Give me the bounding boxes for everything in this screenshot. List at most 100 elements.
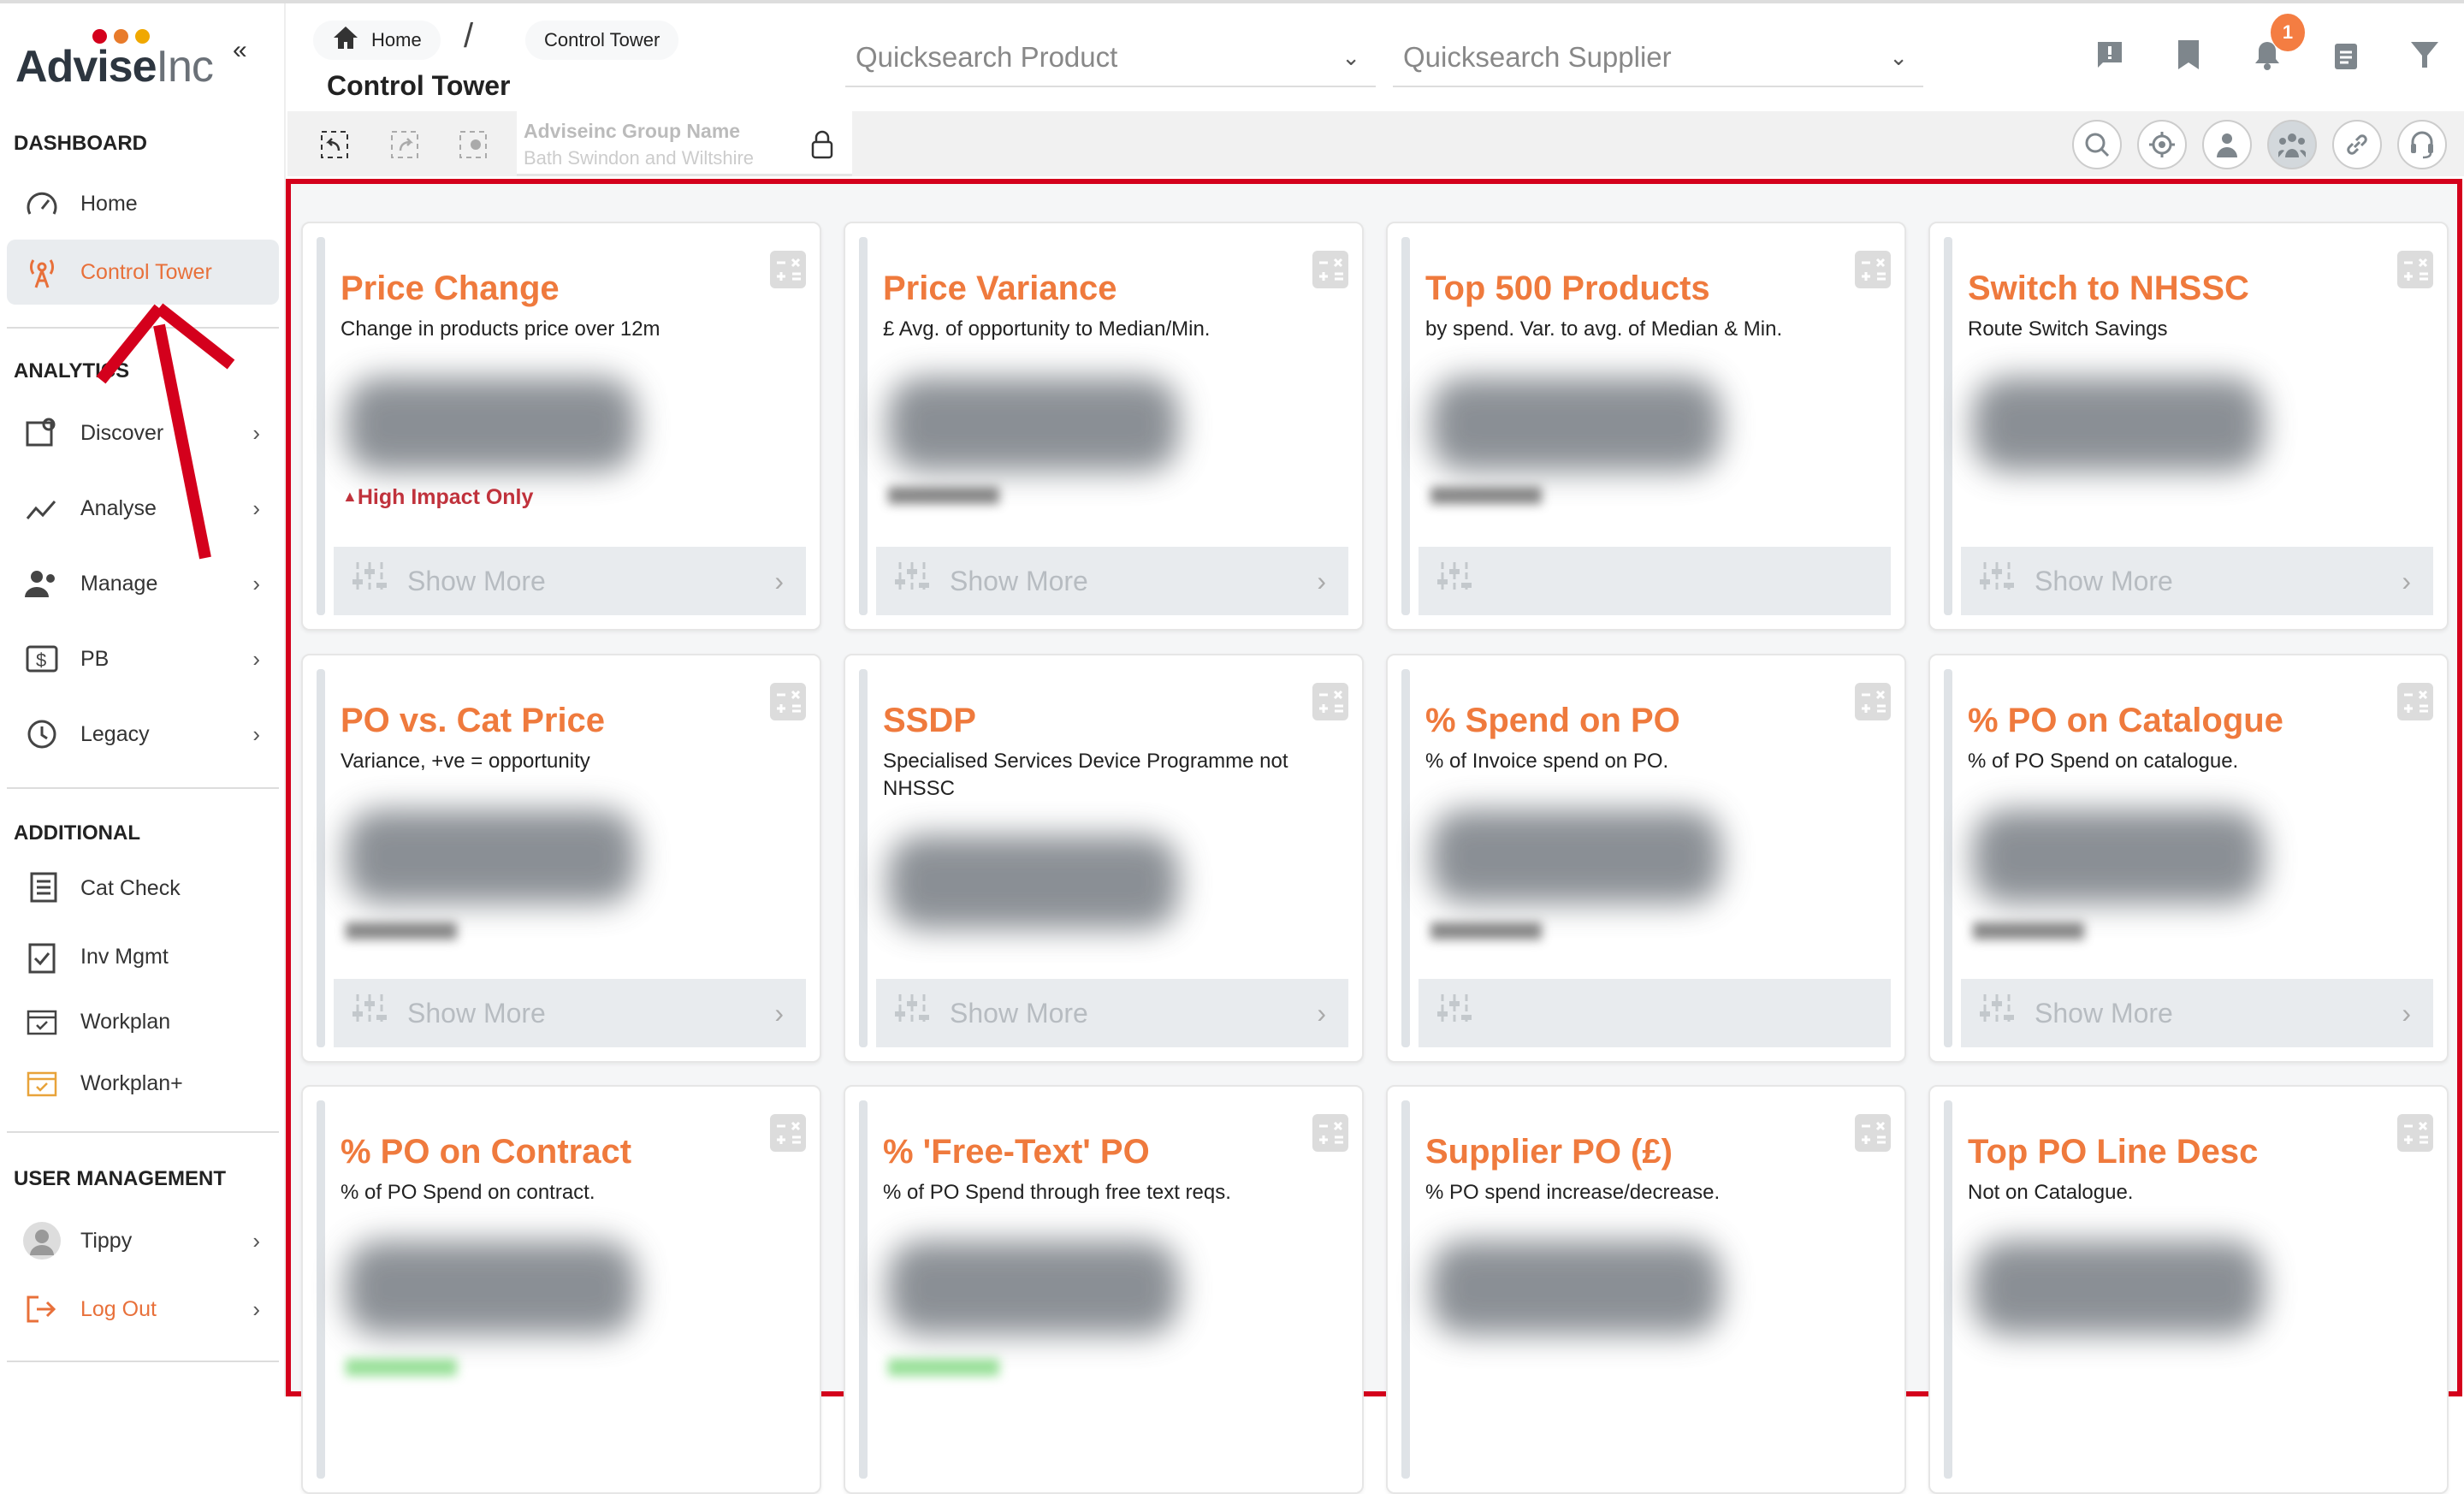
- sidebar-item-analyse[interactable]: Analyse ›: [7, 476, 279, 541]
- show-more-button[interactable]: Show More ›: [334, 547, 806, 615]
- sidebar-item-workplan-plus[interactable]: Workplan+: [7, 1051, 279, 1116]
- locate-icon[interactable]: [2137, 120, 2187, 169]
- card-accent-bar: [1401, 237, 1410, 615]
- team-icon[interactable]: [2267, 120, 2317, 169]
- show-more-button[interactable]: Show More ›: [1961, 979, 2433, 1047]
- high-impact-filter[interactable]: ▲High Impact Only: [342, 485, 533, 510]
- card-accent-bar: [859, 1100, 868, 1479]
- show-more-button[interactable]: Show More ›: [876, 547, 1348, 615]
- clipboard-check-icon: [22, 940, 62, 974]
- sidebar-item-logout[interactable]: Log Out ›: [7, 1277, 279, 1342]
- show-more-button[interactable]: [1419, 547, 1891, 615]
- calculator-icon[interactable]: [1312, 251, 1348, 288]
- kpi-card[interactable]: Price Change Change in products price ov…: [301, 222, 821, 631]
- card-subtitle: % of PO Spend through free text reqs.: [883, 1181, 1231, 1204]
- clear-icon[interactable]: [459, 130, 488, 163]
- user-icon[interactable]: [2202, 120, 2252, 169]
- kpi-card[interactable]: % PO on Contract % of PO Spend on contra…: [301, 1085, 821, 1494]
- quicksearch-product-placeholder: Quicksearch Product: [856, 41, 1118, 73]
- filter-icon[interactable]: [2406, 36, 2443, 74]
- headset-icon[interactable]: [2397, 120, 2447, 169]
- calculator-icon[interactable]: [770, 1114, 806, 1152]
- broadcast-tower-icon: [22, 255, 62, 289]
- card-value-redacted: [1973, 377, 2264, 471]
- sliders-icon: [1436, 993, 1473, 1034]
- show-more-button[interactable]: Show More ›: [876, 979, 1348, 1047]
- sidebar-item-legacy[interactable]: Legacy ›: [7, 702, 279, 767]
- breadcrumb-label: Home: [371, 29, 422, 50]
- sliders-icon: [351, 560, 388, 602]
- kpi-card[interactable]: Top PO Line Desc Not on Catalogue.: [1928, 1085, 2449, 1494]
- calculator-icon[interactable]: [2397, 251, 2433, 288]
- kpi-card[interactable]: Supplier PO (£) % PO spend increase/decr…: [1386, 1085, 1906, 1494]
- divider: [7, 1361, 279, 1362]
- sidebar-item-manage[interactable]: Manage ›: [7, 551, 279, 616]
- link-icon[interactable]: [2332, 120, 2382, 169]
- card-value-redacted: [888, 377, 1179, 471]
- card-secondary-redacted: [346, 1359, 457, 1376]
- show-more-button[interactable]: Show More ›: [334, 979, 806, 1047]
- bell-icon[interactable]: [2248, 36, 2286, 74]
- sidebar-item-label: Inv Mgmt: [80, 944, 169, 969]
- kpi-card[interactable]: Top 500 Products by spend. Var. to avg. …: [1386, 222, 1906, 631]
- calculator-icon[interactable]: [770, 683, 806, 720]
- kpi-card[interactable]: % PO on Catalogue % of PO Spend on catal…: [1928, 654, 2449, 1063]
- sidebar-item-label: Home: [80, 191, 138, 216]
- kpi-card[interactable]: SSDP Specialised Services Device Program…: [844, 654, 1364, 1063]
- calculator-icon[interactable]: [1855, 683, 1891, 720]
- sidebar-item-control-tower[interactable]: Control Tower: [7, 240, 279, 305]
- redo-icon[interactable]: [390, 130, 419, 163]
- quicksearch-supplier-select[interactable]: Quicksearch Supplier ⌄: [1393, 29, 1923, 87]
- kpi-card[interactable]: PO vs. Cat Price Variance, +ve = opportu…: [301, 654, 821, 1063]
- feedback-icon[interactable]: [2091, 36, 2129, 74]
- sidebar-item-pb[interactable]: $ PB ›: [7, 626, 279, 691]
- card-accent-bar: [859, 237, 868, 615]
- show-more-label: Show More: [407, 997, 546, 1029]
- card-subtitle: % of PO Spend on catalogue.: [1968, 750, 2239, 773]
- breadcrumb-control-tower[interactable]: Control Tower: [525, 21, 679, 60]
- bookmark-icon[interactable]: [2170, 36, 2207, 74]
- kpi-card[interactable]: Switch to NHSSC Route Switch Savings Sho…: [1928, 222, 2449, 631]
- calculator-icon[interactable]: [2397, 683, 2433, 720]
- card-subtitle: Not on Catalogue.: [1968, 1181, 2134, 1204]
- card-subtitle: % PO spend increase/decrease.: [1425, 1181, 1721, 1204]
- calculator-icon[interactable]: [1855, 1114, 1891, 1152]
- kpi-card[interactable]: % 'Free-Text' PO % of PO Spend through f…: [844, 1085, 1364, 1494]
- card-title: Price Change: [341, 270, 560, 307]
- show-more-button[interactable]: Show More ›: [1961, 547, 2433, 615]
- sidebar-item-user[interactable]: Tippy ›: [7, 1208, 279, 1273]
- search-icon[interactable]: [2072, 120, 2122, 169]
- sidebar-item-label: Tippy: [80, 1228, 133, 1253]
- sidebar-item-cat-check[interactable]: Cat Check: [7, 856, 279, 921]
- card-title: % PO on Contract: [341, 1133, 632, 1171]
- calculator-icon[interactable]: [2397, 1114, 2433, 1152]
- calculator-icon[interactable]: [770, 251, 806, 288]
- calculator-icon[interactable]: [1855, 251, 1891, 288]
- lock-icon[interactable]: [811, 130, 833, 163]
- sidebar-item-workplan[interactable]: Workplan: [7, 989, 279, 1054]
- breadcrumb-home[interactable]: Home: [313, 21, 441, 60]
- sidebar-item-discover[interactable]: Discover ›: [7, 400, 279, 465]
- card-secondary-redacted: [1973, 922, 2084, 940]
- clipboard-icon[interactable]: [2327, 36, 2365, 74]
- kpi-card[interactable]: % Spend on PO % of Invoice spend on PO.: [1386, 654, 1906, 1063]
- calculator-icon[interactable]: [1312, 1114, 1348, 1152]
- quicksearch-product-select[interactable]: Quicksearch Product ⌄: [845, 29, 1376, 87]
- show-more-label: Show More: [407, 565, 546, 596]
- collapse-sidebar-icon[interactable]: «: [233, 36, 247, 64]
- show-more-button[interactable]: [1419, 979, 1891, 1047]
- calculator-icon[interactable]: [1312, 683, 1348, 720]
- card-title: % Spend on PO: [1425, 702, 1680, 739]
- trend-icon: [22, 491, 62, 525]
- sidebar-item-inv-mgmt[interactable]: Inv Mgmt: [7, 924, 279, 989]
- card-secondary-redacted: [1430, 922, 1542, 940]
- group-selector[interactable]: Adviseinc Group Name Bath Swindon and Wi…: [517, 111, 852, 176]
- kpi-card[interactable]: Price Variance £ Avg. of opportunity to …: [844, 222, 1364, 631]
- card-title: Switch to NHSSC: [1968, 270, 2249, 307]
- undo-icon[interactable]: [320, 130, 349, 163]
- window-top-border: [0, 0, 2464, 3]
- show-more-label: Show More: [950, 565, 1088, 596]
- logo-text-bold: Advise: [15, 42, 157, 92]
- notification-badge: 1: [2271, 14, 2305, 51]
- sidebar-item-home[interactable]: Home: [7, 171, 279, 236]
